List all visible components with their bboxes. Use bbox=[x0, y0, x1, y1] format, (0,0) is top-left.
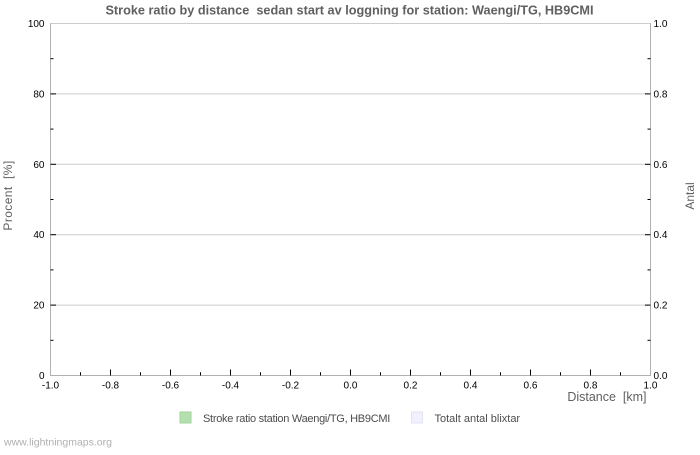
svg-text:0.6: 0.6 bbox=[524, 381, 538, 392]
svg-text:40: 40 bbox=[33, 230, 45, 241]
svg-text:0.0: 0.0 bbox=[654, 371, 668, 382]
svg-text:Totalt antal blixtar: Totalt antal blixtar bbox=[435, 413, 521, 425]
svg-text:1.0: 1.0 bbox=[644, 381, 658, 392]
svg-text:Stroke ratio by distance seda: Stroke ratio by distance sedan start av … bbox=[105, 4, 593, 18]
svg-text:www.lightningmaps.org: www.lightningmaps.org bbox=[3, 437, 112, 449]
svg-text:Procent [%]: Procent [%] bbox=[1, 160, 15, 230]
svg-text:Distance [km]: Distance [km] bbox=[567, 390, 646, 404]
svg-text:0.8: 0.8 bbox=[654, 89, 668, 100]
svg-text:-0.4: -0.4 bbox=[222, 381, 240, 392]
svg-text:0.2: 0.2 bbox=[654, 301, 668, 312]
svg-text:0.0: 0.0 bbox=[344, 381, 358, 392]
svg-text:0.6: 0.6 bbox=[654, 160, 668, 171]
svg-text:80: 80 bbox=[33, 89, 45, 100]
svg-text:Stroke ratio station Waengi/TG: Stroke ratio station Waengi/TG, HB9CMI bbox=[203, 413, 390, 425]
svg-text:0.8: 0.8 bbox=[584, 381, 598, 392]
svg-text:-1.0: -1.0 bbox=[42, 381, 60, 392]
svg-text:-0.8: -0.8 bbox=[102, 381, 120, 392]
svg-text:0.4: 0.4 bbox=[654, 230, 668, 241]
svg-text:20: 20 bbox=[33, 301, 45, 312]
svg-text:-0.2: -0.2 bbox=[282, 381, 300, 392]
svg-text:0.4: 0.4 bbox=[464, 381, 478, 392]
svg-text:-0.6: -0.6 bbox=[162, 381, 180, 392]
svg-text:0.2: 0.2 bbox=[404, 381, 418, 392]
svg-text:1.0: 1.0 bbox=[654, 19, 668, 30]
svg-text:100: 100 bbox=[28, 19, 45, 30]
svg-text:0: 0 bbox=[39, 371, 45, 382]
svg-text:60: 60 bbox=[33, 160, 45, 171]
svg-text:Antal: Antal bbox=[683, 182, 697, 209]
